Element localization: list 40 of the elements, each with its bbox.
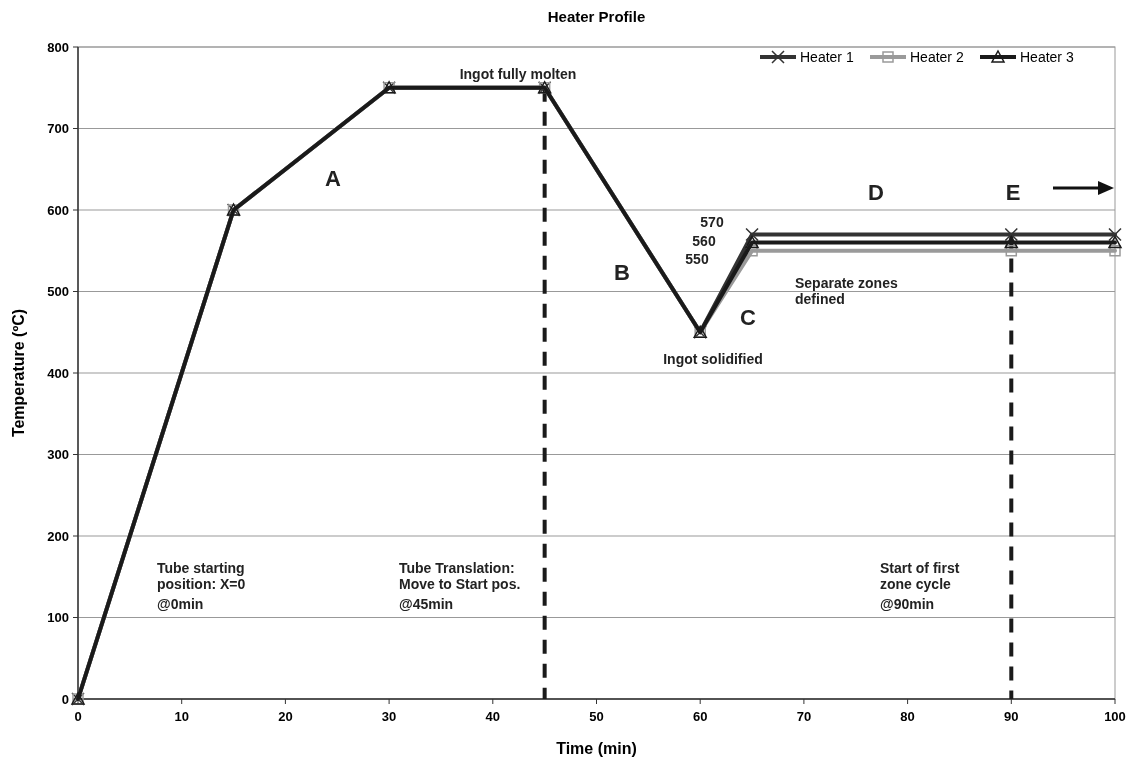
y-tick-label: 200 (47, 528, 69, 544)
x-tick-label: 40 (485, 709, 501, 724)
annotation: Separate zones defined (795, 274, 898, 307)
y-tick-label: 400 (47, 365, 69, 381)
legend-label: Heater 2 (910, 48, 964, 65)
y-tick-label: 100 (47, 610, 69, 626)
annotation: B (614, 259, 630, 285)
x-tick-label: 10 (174, 709, 189, 724)
legend-label: Heater 1 (800, 48, 854, 65)
x-axis-title: Time (min) (556, 740, 637, 757)
y-tick-label: 300 (47, 447, 69, 463)
x-tick-label: 90 (1004, 709, 1019, 724)
annotation: 570 (700, 213, 724, 230)
x-tick-label: 20 (278, 709, 293, 724)
annotation: D (868, 179, 884, 205)
annotation: Ingot solidified (663, 350, 763, 367)
annotation: 550 (685, 250, 709, 267)
chart-title: Heater Profile (547, 8, 646, 25)
x-tick-label: 0 (74, 709, 82, 724)
y-tick-label: 700 (47, 121, 69, 137)
y-tick-label: 500 (47, 284, 69, 300)
x-tick-label: 60 (692, 709, 708, 724)
annotation: C (740, 304, 757, 330)
x-tick-label: 30 (381, 709, 397, 724)
annotation: E (1005, 179, 1021, 205)
annotation: Tube starting position: X=0 @0min (157, 559, 246, 612)
y-tick-label: 0 (61, 691, 69, 707)
y-axis-title: Temperature (ºC) (10, 308, 27, 438)
annotation: Start of first zone cycle @90min (880, 559, 960, 612)
annotation: A (325, 165, 342, 191)
x-tick-label: 70 (796, 709, 812, 724)
x-tick-label: 80 (900, 709, 915, 724)
x-tick-label: 100 (1104, 709, 1126, 724)
annotation: 560 (692, 232, 716, 249)
y-tick-label: 800 (47, 39, 69, 55)
x-tick-label: 50 (589, 709, 604, 724)
y-tick-label: 600 (47, 202, 69, 218)
annotation: Ingot fully molten (459, 65, 577, 82)
annotation: Tube Translation: Move to Start pos. @45min (399, 559, 521, 612)
legend-label: Heater 3 (1020, 48, 1074, 65)
